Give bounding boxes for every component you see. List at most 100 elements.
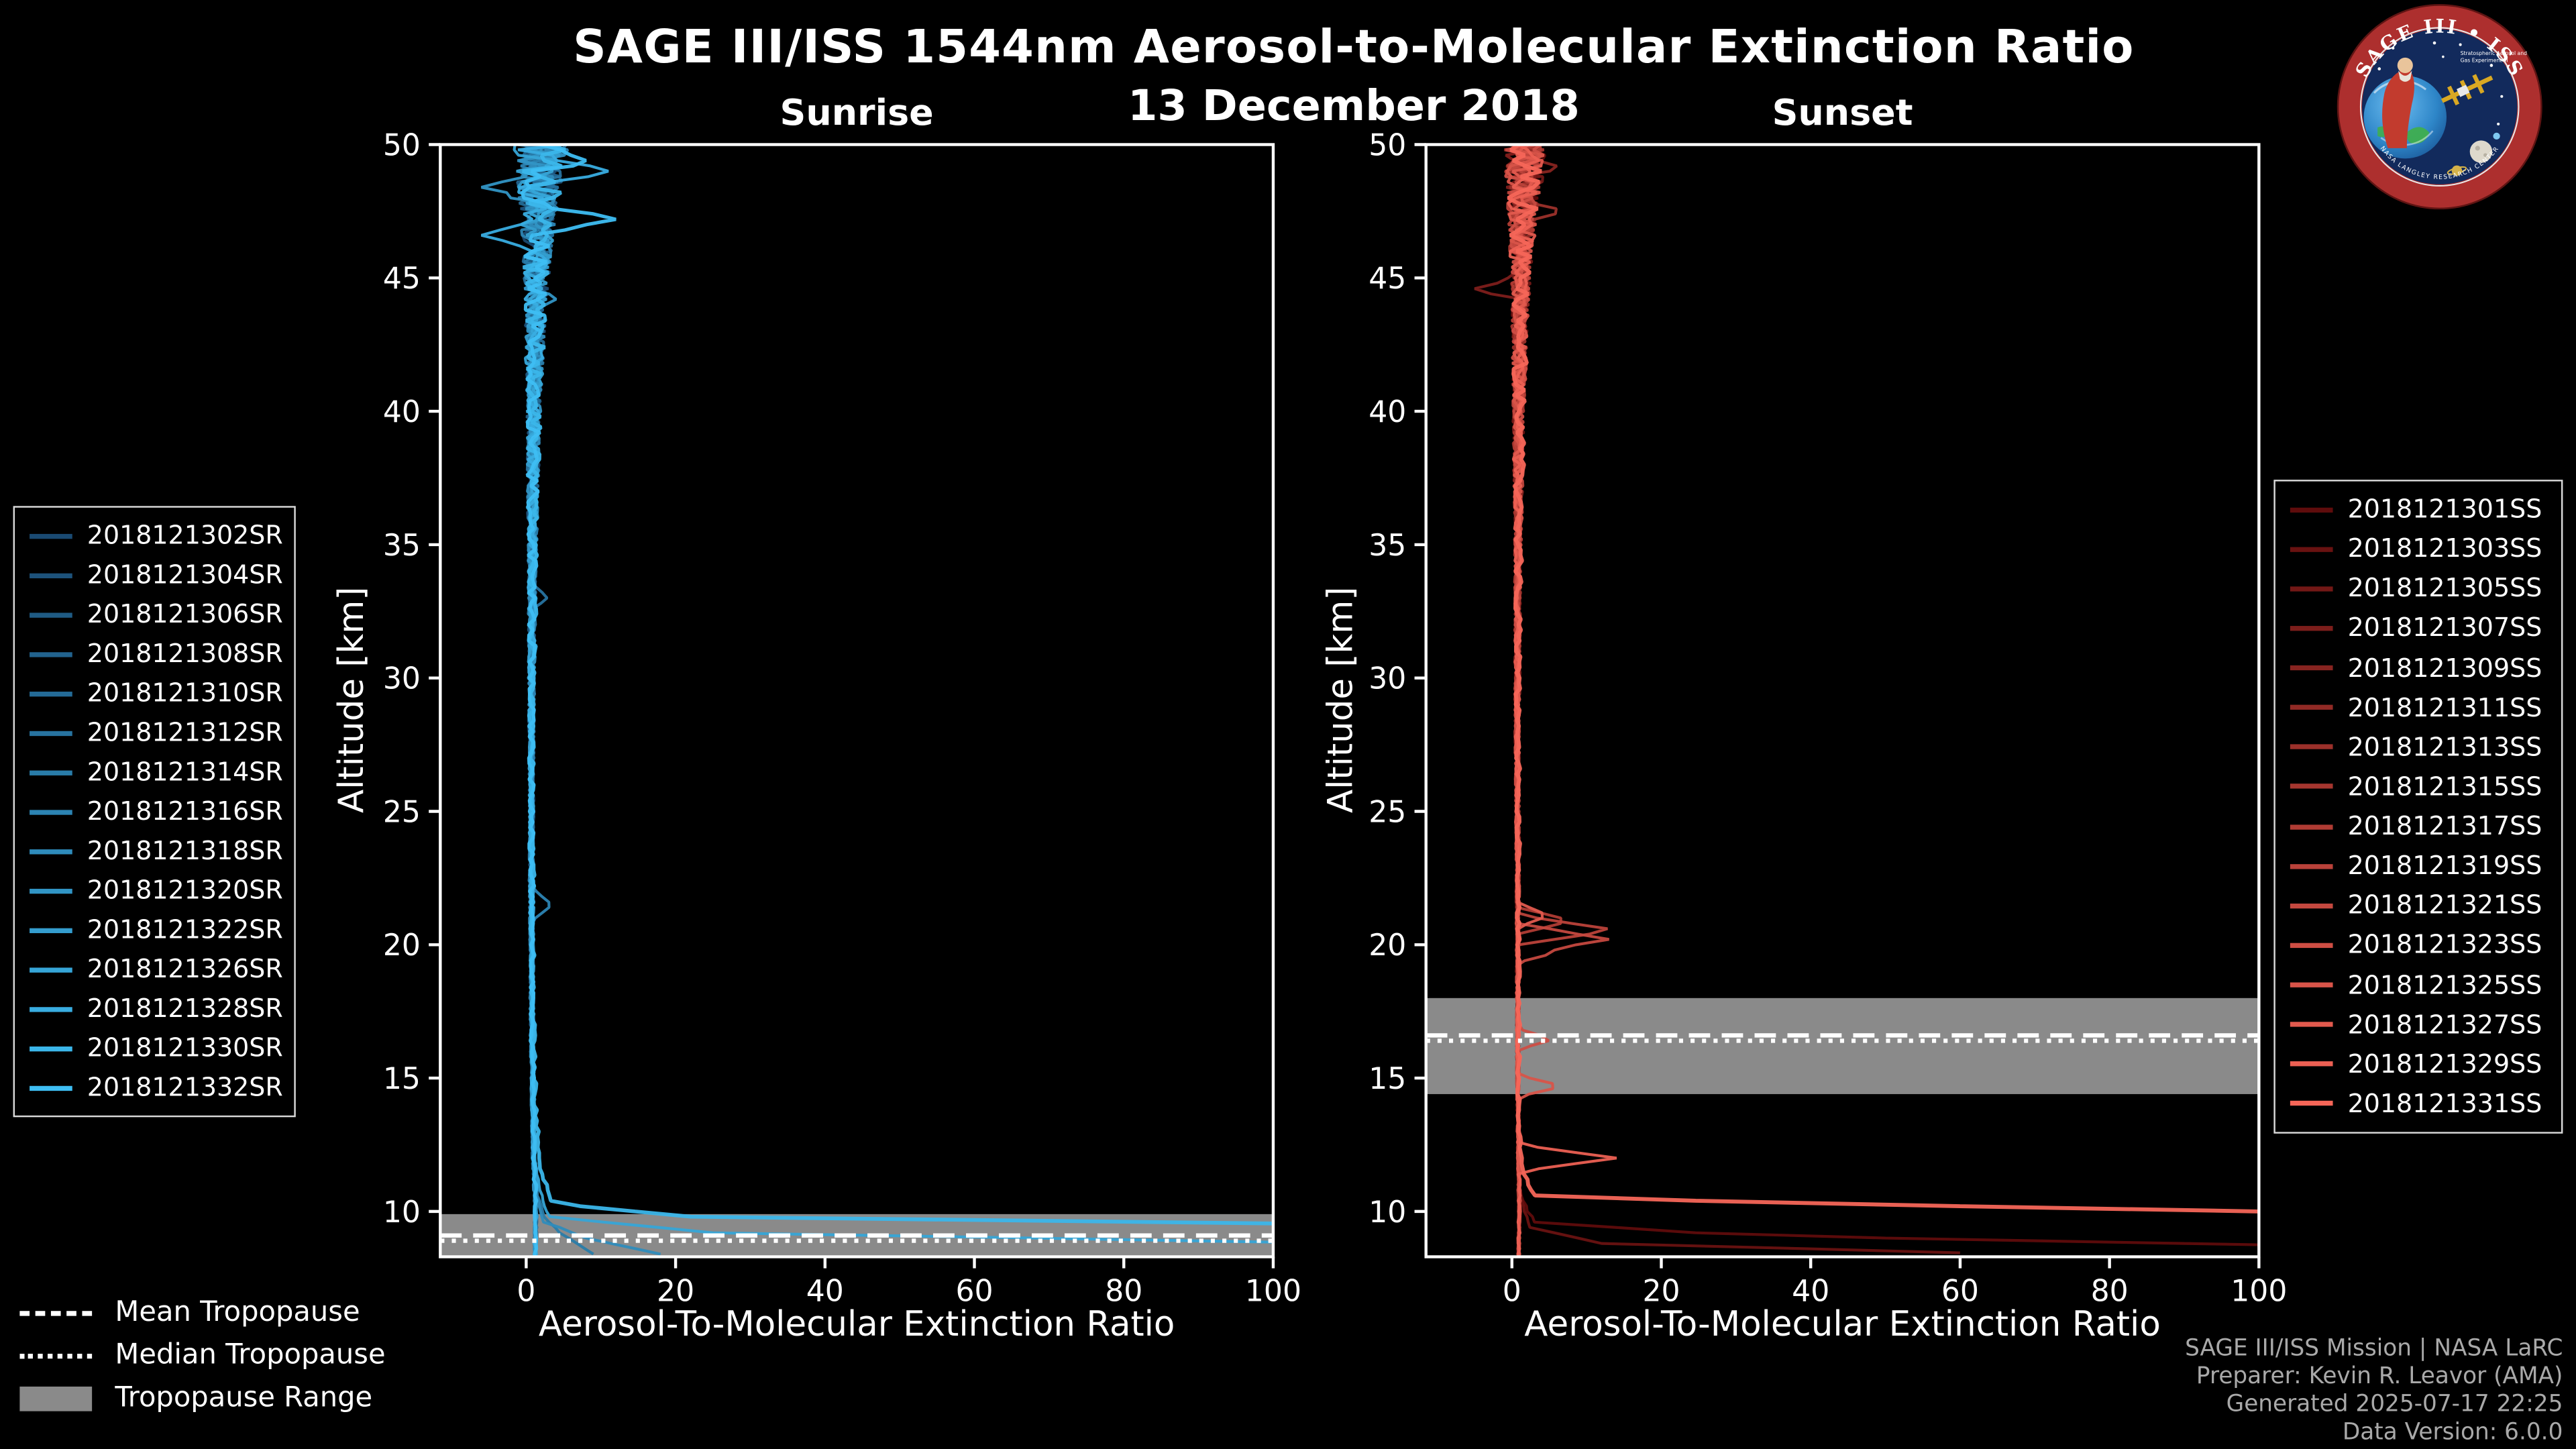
page-title: SAGE III/ISS 1544nm Aerosol-to-Molecular… xyxy=(573,19,2135,74)
x-tick-label: 0 xyxy=(517,1275,535,1309)
legend-item-label: 2018121314SR xyxy=(87,757,283,788)
y-tick-label: 20 xyxy=(383,928,421,963)
y-tick-label: 45 xyxy=(1368,262,1406,296)
plot-frame xyxy=(439,143,1275,1258)
legend-line-sample xyxy=(30,769,72,775)
legend-item-label: 2018121322SR xyxy=(87,915,283,945)
legend-item-label: 2018121310SR xyxy=(87,678,283,708)
legend-item: 2018121313SS xyxy=(2290,727,2546,767)
legend-item-label: 2018121302SR xyxy=(87,521,283,551)
legend-item-label: 2018121317SS xyxy=(2347,811,2542,842)
legend-item: 2018121332SR xyxy=(30,1068,283,1108)
logo-moon xyxy=(2469,140,2493,163)
legend-line-sample xyxy=(30,1085,72,1090)
legend-item-label: 2018121325SS xyxy=(2347,970,2542,1000)
x-tick-label: 40 xyxy=(806,1275,844,1309)
legend-line-sample xyxy=(30,730,72,735)
legend-item: 2018121321SS xyxy=(2290,886,2546,926)
plot-frame xyxy=(1424,143,2261,1258)
legend-line-sample xyxy=(2290,943,2333,948)
y-tick-label: 40 xyxy=(383,395,421,429)
legend-item: 2018121323SS xyxy=(2290,926,2546,965)
legend-item-label: 2018121301SS xyxy=(2347,494,2542,525)
legend-line-sample xyxy=(2290,1022,2333,1028)
legend-item-label: 2018121328SR xyxy=(87,994,283,1024)
x-tick-label: 0 xyxy=(1503,1275,1521,1309)
legend-item-label: 2018121327SS xyxy=(2347,1010,2542,1040)
y-tick-label: 50 xyxy=(1368,128,1406,162)
legend-item-label: 2018121307SS xyxy=(2347,613,2542,643)
legend-item-label: 2018121309SS xyxy=(2347,653,2542,683)
x-tick-label: 80 xyxy=(2091,1275,2129,1309)
y-tick-label: 50 xyxy=(383,128,421,162)
legend-line-sample xyxy=(2290,625,2333,631)
legend-item-label: 2018121319SS xyxy=(2347,851,2542,881)
page-subtitle: 13 December 2018 xyxy=(1128,82,1580,131)
y-tick-label: 40 xyxy=(1368,395,1406,429)
legend-line-sample xyxy=(30,848,72,854)
y-tick-label: 25 xyxy=(1368,795,1406,829)
y-tick-label: 10 xyxy=(1368,1195,1406,1230)
legend-line-sample xyxy=(30,888,72,894)
legend-item-label: 2018121329SS xyxy=(2347,1049,2542,1079)
sunset-panel-title: Sunset xyxy=(1772,93,1913,135)
legend-item-label: 2018121313SS xyxy=(2347,732,2542,762)
legend-item: 2018121314SR xyxy=(30,753,283,792)
legend-line-sample xyxy=(30,533,72,539)
legend-item: 2018121317SS xyxy=(2290,807,2546,847)
tropopause-range-sample xyxy=(19,1385,93,1411)
legend-line-sample xyxy=(2290,586,2333,592)
x-tick-label: 80 xyxy=(1105,1275,1142,1309)
tropopause-legend: Mean Tropopause Median Tropopause Tropop… xyxy=(19,1296,386,1415)
x-tick-label: 60 xyxy=(955,1275,993,1309)
profile-line xyxy=(513,144,1273,1244)
x-tick-label: 20 xyxy=(657,1275,694,1309)
legend-item-label: 2018121304SR xyxy=(87,560,283,590)
attribution-block: SAGE III/ISS Mission | NASA LaRC Prepare… xyxy=(2185,1336,2563,1448)
legend-item: 2018121326SR xyxy=(30,950,283,989)
sunset-legend: 2018121301SS 2018121303SS 2018121305SS 2018… xyxy=(2273,480,2563,1134)
legend-line-sample xyxy=(2290,784,2333,790)
sage-iss-logo: SAGE III • ISS Stratospheric Aerosol and… xyxy=(2337,4,2542,210)
legend-item-label: 2018121308SR xyxy=(87,639,283,669)
y-tick-label: 15 xyxy=(1368,1062,1406,1096)
y-tick-label: 10 xyxy=(383,1195,421,1230)
legend-line-sample xyxy=(2290,824,2333,829)
legend-item-label: 2018121306SR xyxy=(87,599,283,629)
legend-line-sample xyxy=(30,612,72,617)
y-tick-label: 20 xyxy=(1368,928,1406,963)
legend-item: 2018121315SS xyxy=(2290,767,2546,807)
logo-tagline-1: Stratospheric Aerosol and xyxy=(2461,50,2528,56)
logo-sage-figure xyxy=(2382,68,2414,148)
y-tick-label: 35 xyxy=(1368,529,1406,563)
legend-item: 2018121331SS xyxy=(2290,1084,2546,1124)
tropo-legend-item-range: Tropopause Range xyxy=(19,1382,385,1415)
profile-line xyxy=(521,144,616,1257)
profile-line xyxy=(481,144,557,1257)
profile-line xyxy=(522,144,1273,1226)
attribution-mission: SAGE III/ISS Mission | NASA LaRC xyxy=(2185,1336,2563,1362)
legend-item: 2018121318SR xyxy=(30,831,283,871)
legend-item: 2018121322SR xyxy=(30,910,283,950)
legend-line-sample xyxy=(30,809,72,814)
legend-line-sample xyxy=(30,690,72,696)
legend-line-sample xyxy=(30,967,72,972)
legend-item: 2018121316SR xyxy=(30,792,283,831)
x-tick-label: 100 xyxy=(1245,1275,1301,1309)
y-tick-label: 45 xyxy=(383,262,421,296)
y-tick-label: 25 xyxy=(383,795,421,829)
legend-item-label: 2018121332SR xyxy=(87,1073,283,1103)
mean-tropopause-label: Mean Tropopause xyxy=(115,1296,360,1330)
legend-item: 2018121303SS xyxy=(2290,529,2546,569)
legend-item-label: 2018121326SR xyxy=(87,954,283,984)
median-tropopause-line-sample xyxy=(19,1352,93,1358)
legend-item: 2018121301SS xyxy=(2290,490,2546,529)
legend-item: 2018121306SR xyxy=(30,595,283,635)
legend-item-label: 2018121320SR xyxy=(87,875,283,906)
logo-tagline-2: Gas Experiment III xyxy=(2461,57,2508,63)
legend-item: 2018121329SS xyxy=(2290,1044,2546,1084)
legend-item: 2018121319SS xyxy=(2290,847,2546,886)
profile-line xyxy=(480,144,609,1257)
